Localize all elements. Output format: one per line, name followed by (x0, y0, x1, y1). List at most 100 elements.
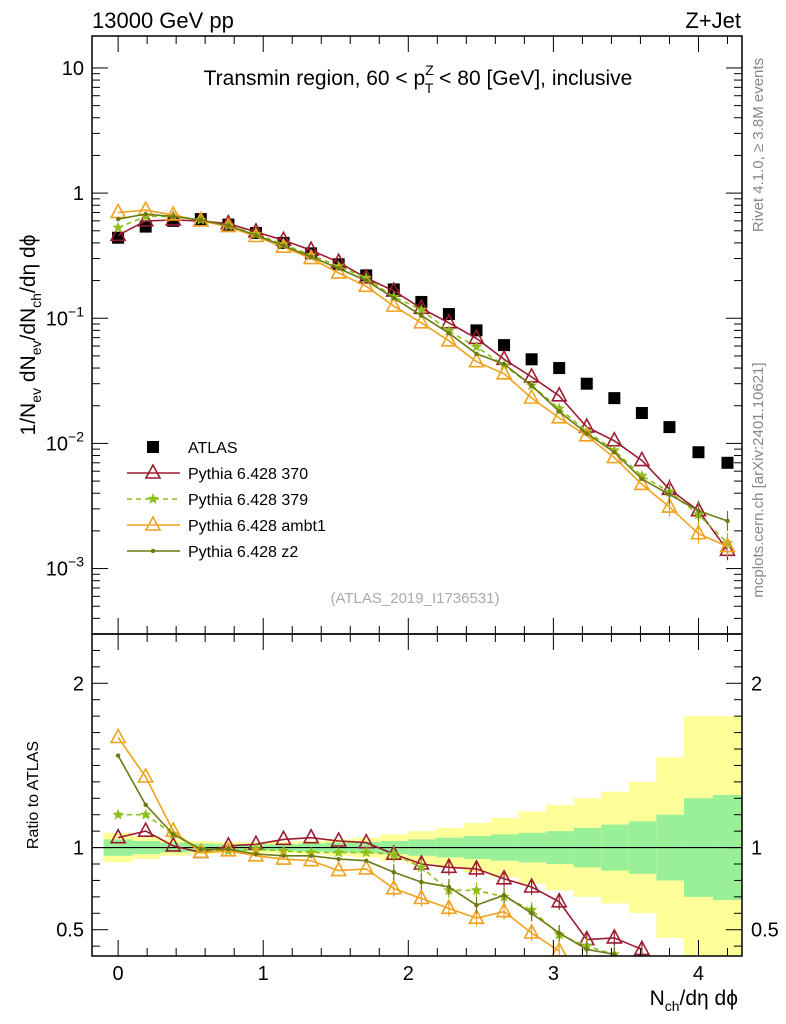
data-point (556, 409, 562, 414)
ratio-axes: 0 1 2 3 4 0.5 0.5 1 1 2 2 (56, 634, 779, 985)
ratio-point (440, 857, 458, 874)
ratio-point (419, 879, 424, 885)
ratio-point (633, 939, 651, 956)
data-point (690, 523, 707, 540)
data-point (109, 202, 127, 219)
legend-marker (150, 548, 156, 554)
y-tick-label: 10 (62, 58, 84, 80)
data-point (525, 353, 538, 366)
data-point (661, 497, 678, 513)
ratio-point (109, 727, 127, 744)
legend-label: Pythia 6.428 379 (188, 492, 308, 509)
ratio-point (474, 902, 479, 908)
series-pythia-6-428-z2 (115, 211, 730, 531)
data-point (308, 254, 314, 259)
data-point (415, 303, 428, 315)
ratio-point (612, 952, 617, 956)
data-point (443, 325, 455, 336)
rivet-label: Rivet 4.1.0, ≥ 3.8M events (750, 58, 767, 232)
ratio-point (171, 832, 176, 837)
data-point (413, 313, 430, 329)
data-point (495, 364, 513, 380)
data-point (385, 296, 403, 312)
data-point (580, 377, 593, 390)
ratio-plot-area (92, 716, 742, 956)
data-point (305, 249, 317, 260)
y-tick-label: 10−2 (46, 428, 84, 455)
data-point (696, 508, 701, 513)
ratio-point (357, 859, 375, 875)
ratio-point (226, 847, 231, 852)
data-point (578, 426, 596, 442)
ratio-point (336, 856, 341, 862)
data-point (302, 248, 320, 265)
data-point (137, 211, 155, 227)
data-point (275, 237, 292, 253)
ratio-point (556, 930, 562, 936)
legend-label: Pythia 6.428 370 (188, 466, 308, 483)
ratio-point (332, 846, 345, 858)
ratio-point (446, 884, 452, 890)
data-point (553, 362, 566, 375)
ratio-point (192, 842, 210, 859)
data-point (440, 331, 458, 347)
legend-marker (147, 493, 159, 504)
ratio-y-tick-label: 2 (73, 673, 84, 695)
data-point (721, 456, 734, 469)
legend-label: Pythia 6.428 z2 (188, 544, 298, 561)
ratio-line (117, 737, 560, 952)
legend-marker (144, 515, 162, 531)
ratio-point (164, 836, 182, 852)
main-panel: 10 1 10−1 10−2 10−3 Transmin region, 60 < pZ… (17, 35, 743, 635)
data-point (639, 476, 645, 482)
data-point (550, 408, 568, 424)
data-point (226, 223, 231, 228)
x-tick-label: 0 (113, 963, 124, 985)
ratio-y-tick-label-right: 1 (751, 838, 762, 860)
data-point (330, 263, 347, 279)
data-point (446, 330, 452, 336)
header-right: Z+Jet (685, 8, 741, 33)
ratio-point (415, 861, 428, 873)
ratio-point (109, 828, 127, 844)
ratio-point (112, 808, 124, 820)
ratio-point (584, 947, 589, 952)
main-axes: 10 1 10−1 10−2 10−3 (46, 36, 742, 635)
x-tick-label: 4 (693, 963, 704, 985)
ratio-point (143, 802, 148, 808)
legend-label: ATLAS (188, 440, 238, 457)
ratio-point (551, 941, 568, 956)
data-point (529, 383, 534, 388)
data-point (171, 214, 176, 219)
ratio-point (468, 859, 485, 875)
ratio-point (308, 853, 314, 858)
data-point (419, 313, 424, 318)
data-point (612, 450, 617, 455)
ratio-y-label: Ratio to ATLAS (25, 741, 42, 849)
data-point (498, 339, 511, 352)
ratio-point (302, 828, 320, 844)
legend-label: Pythia 6.428 ambt1 (188, 518, 326, 535)
legend: ATLAS Pythia 6.428 370 Pythia 6.428 379 Pyt… (127, 440, 326, 561)
data-point (663, 421, 676, 434)
legend-marker (147, 441, 159, 453)
ratio-panel: 0 1 2 3 4 0.5 0.5 1 1 2 2 Ratio to ATLAS (25, 633, 779, 985)
ratio-point (360, 846, 372, 858)
ratio-point (523, 923, 540, 939)
data-point (253, 233, 259, 238)
x-tick-label: 1 (258, 963, 269, 985)
data-point (501, 361, 507, 367)
data-point (553, 402, 565, 414)
ratio-point (388, 848, 400, 859)
data-point (198, 217, 204, 223)
watermark: (ATLAS_2019_I1736531) (330, 590, 499, 607)
data-point (357, 276, 375, 293)
data-point (164, 205, 182, 221)
data-point (667, 492, 672, 497)
ratio-point (140, 808, 152, 820)
main-plot-area (109, 200, 736, 561)
data-point (247, 226, 265, 243)
data-point (281, 243, 286, 248)
ratio-point (468, 908, 485, 925)
x-tick-label: 2 (403, 963, 414, 985)
